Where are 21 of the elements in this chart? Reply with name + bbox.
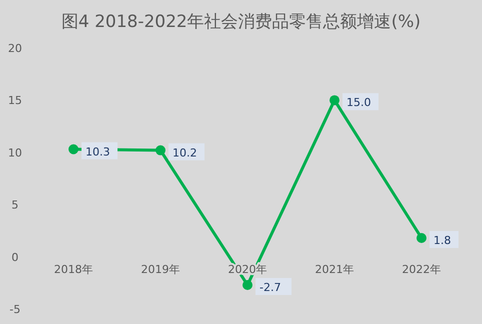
y-tick-label: 5 xyxy=(12,198,18,212)
chart-title: 图4 2018-2022年社会消费品零售总额增速(%) xyxy=(61,12,421,32)
data-label: 1.8 xyxy=(434,234,451,248)
y-tick-label: -5 xyxy=(10,303,20,316)
data-label: 10.3 xyxy=(86,145,110,158)
point xyxy=(242,280,252,290)
x-tick-label: 2018年 xyxy=(54,262,93,276)
y-tick-label: 20 xyxy=(8,42,22,55)
x-tick-label: 2019年 xyxy=(141,262,180,276)
point xyxy=(156,145,166,156)
point xyxy=(416,233,426,244)
point xyxy=(330,95,340,106)
y-tick-label: 10 xyxy=(8,146,22,160)
point xyxy=(68,144,78,154)
data-label: 10.2 xyxy=(172,146,197,160)
data-label: 15.0 xyxy=(346,96,371,110)
data-label: -2.7 xyxy=(260,280,281,294)
x-tick-label: 2022年 xyxy=(402,262,441,276)
x-tick-label: 2021年 xyxy=(315,262,354,276)
y-tick-label: 0 xyxy=(12,250,18,264)
y-tick-label: 15 xyxy=(8,94,22,108)
